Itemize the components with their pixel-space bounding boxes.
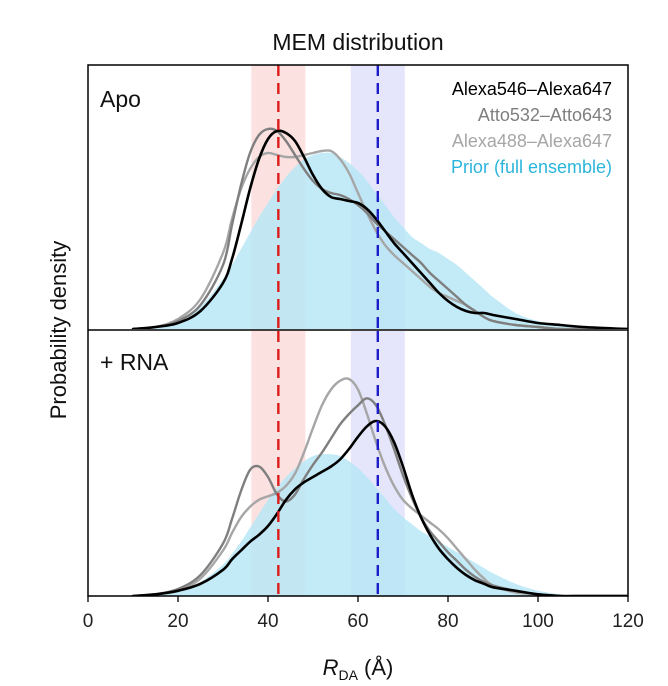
series-area-prior xyxy=(133,152,628,329)
legend-entry-alexa546: Alexa546–Alexa647 xyxy=(452,79,612,99)
x-tick-label: 120 xyxy=(612,611,644,632)
x-tick-label: 60 xyxy=(347,611,368,632)
distribution-curves xyxy=(131,377,628,596)
legend: Alexa546–Alexa647 Atto532–Atto643 Alexa4… xyxy=(451,79,612,177)
x-tick-label: 0 xyxy=(83,611,94,632)
reference-lines xyxy=(277,331,379,596)
legend-entry-prior: Prior (full ensemble) xyxy=(451,157,612,177)
x-axis-label-symbol: R xyxy=(323,655,339,680)
series-line-atto532-atto643 xyxy=(131,397,628,596)
prior-area xyxy=(133,152,628,329)
legend-entry-alexa488: Alexa488–Alexa647 xyxy=(452,131,612,151)
y-axis-label: Probability density xyxy=(46,241,71,420)
x-axis: 0 20 40 60 80 100 120 xyxy=(83,596,644,632)
x-axis-label-unit: (Å) xyxy=(358,655,393,680)
reference-lines xyxy=(277,65,379,329)
series-area-prior xyxy=(133,454,628,596)
x-tick-label: 80 xyxy=(437,611,458,632)
series-line-alexa546-alexa647 xyxy=(131,129,628,329)
prior-area xyxy=(133,454,628,596)
panel-label-rna: + RNA xyxy=(100,349,169,375)
x-tick-label: 100 xyxy=(522,611,554,632)
series-line-alexa546-alexa647 xyxy=(131,419,628,596)
x-tick-label: 40 xyxy=(257,611,278,632)
panel-apo: Apo xyxy=(100,65,628,329)
x-tick-label: 20 xyxy=(167,611,188,632)
x-axis-label: RDA (Å) xyxy=(323,655,394,683)
legend-entry-atto532: Atto532–Atto643 xyxy=(478,105,612,125)
panel-rna: + RNA xyxy=(100,331,628,596)
chart-title: MEM distribution xyxy=(272,29,443,55)
distribution-curves xyxy=(131,127,628,329)
x-axis-label-subscript: DA xyxy=(338,667,358,683)
panel-label-apo: Apo xyxy=(100,86,141,112)
